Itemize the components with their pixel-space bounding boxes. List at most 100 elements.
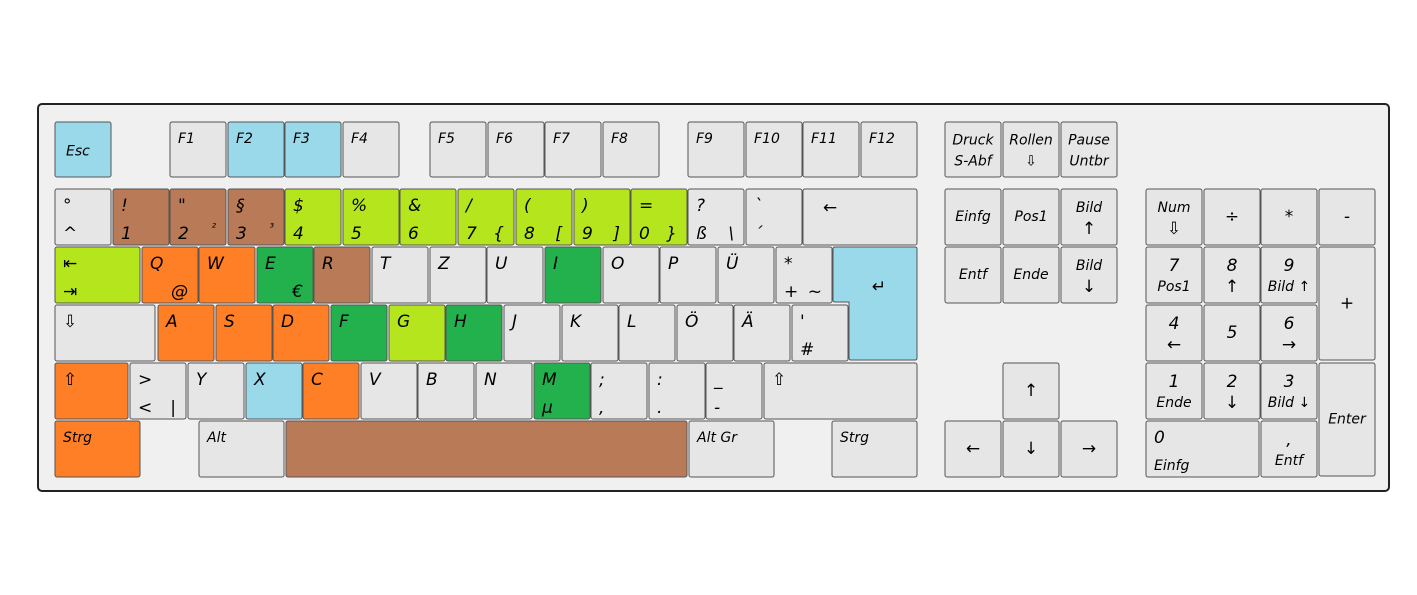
key-label: ↑ [1024, 381, 1038, 401]
key [313, 246, 371, 304]
key-label: : [657, 370, 663, 390]
key [429, 121, 487, 178]
key [1145, 246, 1203, 304]
key-label: 2 [178, 224, 189, 244]
key-label: ß [696, 224, 707, 244]
key [429, 246, 487, 304]
key-label: S [224, 312, 235, 332]
key-label: @ [171, 282, 188, 302]
key [198, 246, 256, 304]
key-label: G [397, 312, 410, 332]
key-label: Pos1 [1014, 209, 1047, 225]
key [1260, 304, 1318, 362]
key [54, 121, 112, 178]
key [733, 304, 791, 362]
key [486, 246, 544, 304]
key-label: 2 [1227, 372, 1238, 392]
key [745, 188, 803, 246]
key-label: + [784, 282, 798, 302]
key [1145, 362, 1203, 420]
key-label: % [351, 196, 367, 216]
key [1002, 362, 1060, 420]
key-label: Z [437, 254, 450, 274]
key [1002, 420, 1060, 478]
key-label: + [1340, 294, 1354, 314]
key [285, 420, 688, 478]
key-label: - [1344, 207, 1350, 227]
key-label: § [236, 196, 245, 216]
key [1145, 188, 1203, 246]
key [1203, 362, 1261, 420]
key [141, 246, 199, 304]
key-label: R [322, 254, 334, 274]
key-label: 4 [293, 224, 304, 244]
key [590, 362, 648, 420]
key [388, 304, 446, 362]
key-label: N [484, 370, 497, 390]
key-label: F10 [754, 131, 780, 147]
key-label: Strg [840, 430, 869, 446]
key [573, 188, 631, 246]
key [284, 188, 342, 246]
key [676, 304, 734, 362]
key-label: Bild ↓ [1268, 395, 1310, 411]
key-label: ` [754, 196, 763, 216]
key-label: 3 [236, 224, 247, 244]
key-label: I [553, 254, 558, 274]
key [187, 362, 245, 420]
key [688, 420, 775, 478]
key-label: ↑ [1082, 219, 1096, 239]
key-label: ⇥ [63, 282, 77, 302]
key-label: ´ [754, 224, 763, 244]
key [457, 188, 515, 246]
key-label: M [542, 370, 557, 390]
key-label: W [207, 254, 225, 274]
key [227, 121, 285, 178]
key-label: F7 [553, 131, 570, 147]
key-label: ⇩ [1025, 154, 1037, 170]
key-label: ← [1167, 335, 1181, 355]
key [1060, 420, 1118, 478]
key-label: ^ [63, 224, 77, 244]
key-label: 8 [524, 224, 535, 244]
key [944, 420, 1002, 478]
key [630, 188, 688, 246]
key-label: X [253, 370, 266, 390]
key [1203, 188, 1261, 246]
key [802, 188, 918, 246]
key-label: ³ [270, 221, 275, 234]
key-label: 6 [408, 224, 419, 244]
key [272, 304, 330, 362]
key [54, 188, 112, 246]
key [944, 121, 1002, 178]
key [129, 362, 187, 420]
key [445, 304, 503, 362]
key [832, 246, 918, 361]
key-label: Entf [959, 267, 989, 283]
key-label: ] [612, 224, 620, 244]
key-label: Num [1158, 200, 1191, 216]
key-label: = [639, 196, 653, 216]
key-label: F11 [811, 131, 837, 147]
key [503, 304, 561, 362]
key-label: B [426, 370, 438, 390]
key [1260, 246, 1318, 304]
key-label: Entf [1275, 453, 1305, 469]
key [1060, 246, 1118, 304]
key-label: ← [823, 198, 837, 218]
key-label: F8 [611, 131, 628, 147]
key-label: Strg [63, 430, 92, 446]
key-label: O [611, 254, 624, 274]
key [602, 121, 660, 178]
key [1203, 246, 1261, 304]
key-label: ⇩ [63, 312, 77, 332]
key-label: Enter [1328, 412, 1367, 428]
key-label: 5 [351, 224, 362, 244]
key [561, 304, 619, 362]
key-label: ; [599, 370, 605, 390]
key-label: L [627, 312, 636, 332]
key-label: Ä [741, 311, 754, 332]
key-label: Ü [726, 252, 739, 274]
key-label: Alt [206, 430, 226, 446]
key [54, 420, 141, 478]
